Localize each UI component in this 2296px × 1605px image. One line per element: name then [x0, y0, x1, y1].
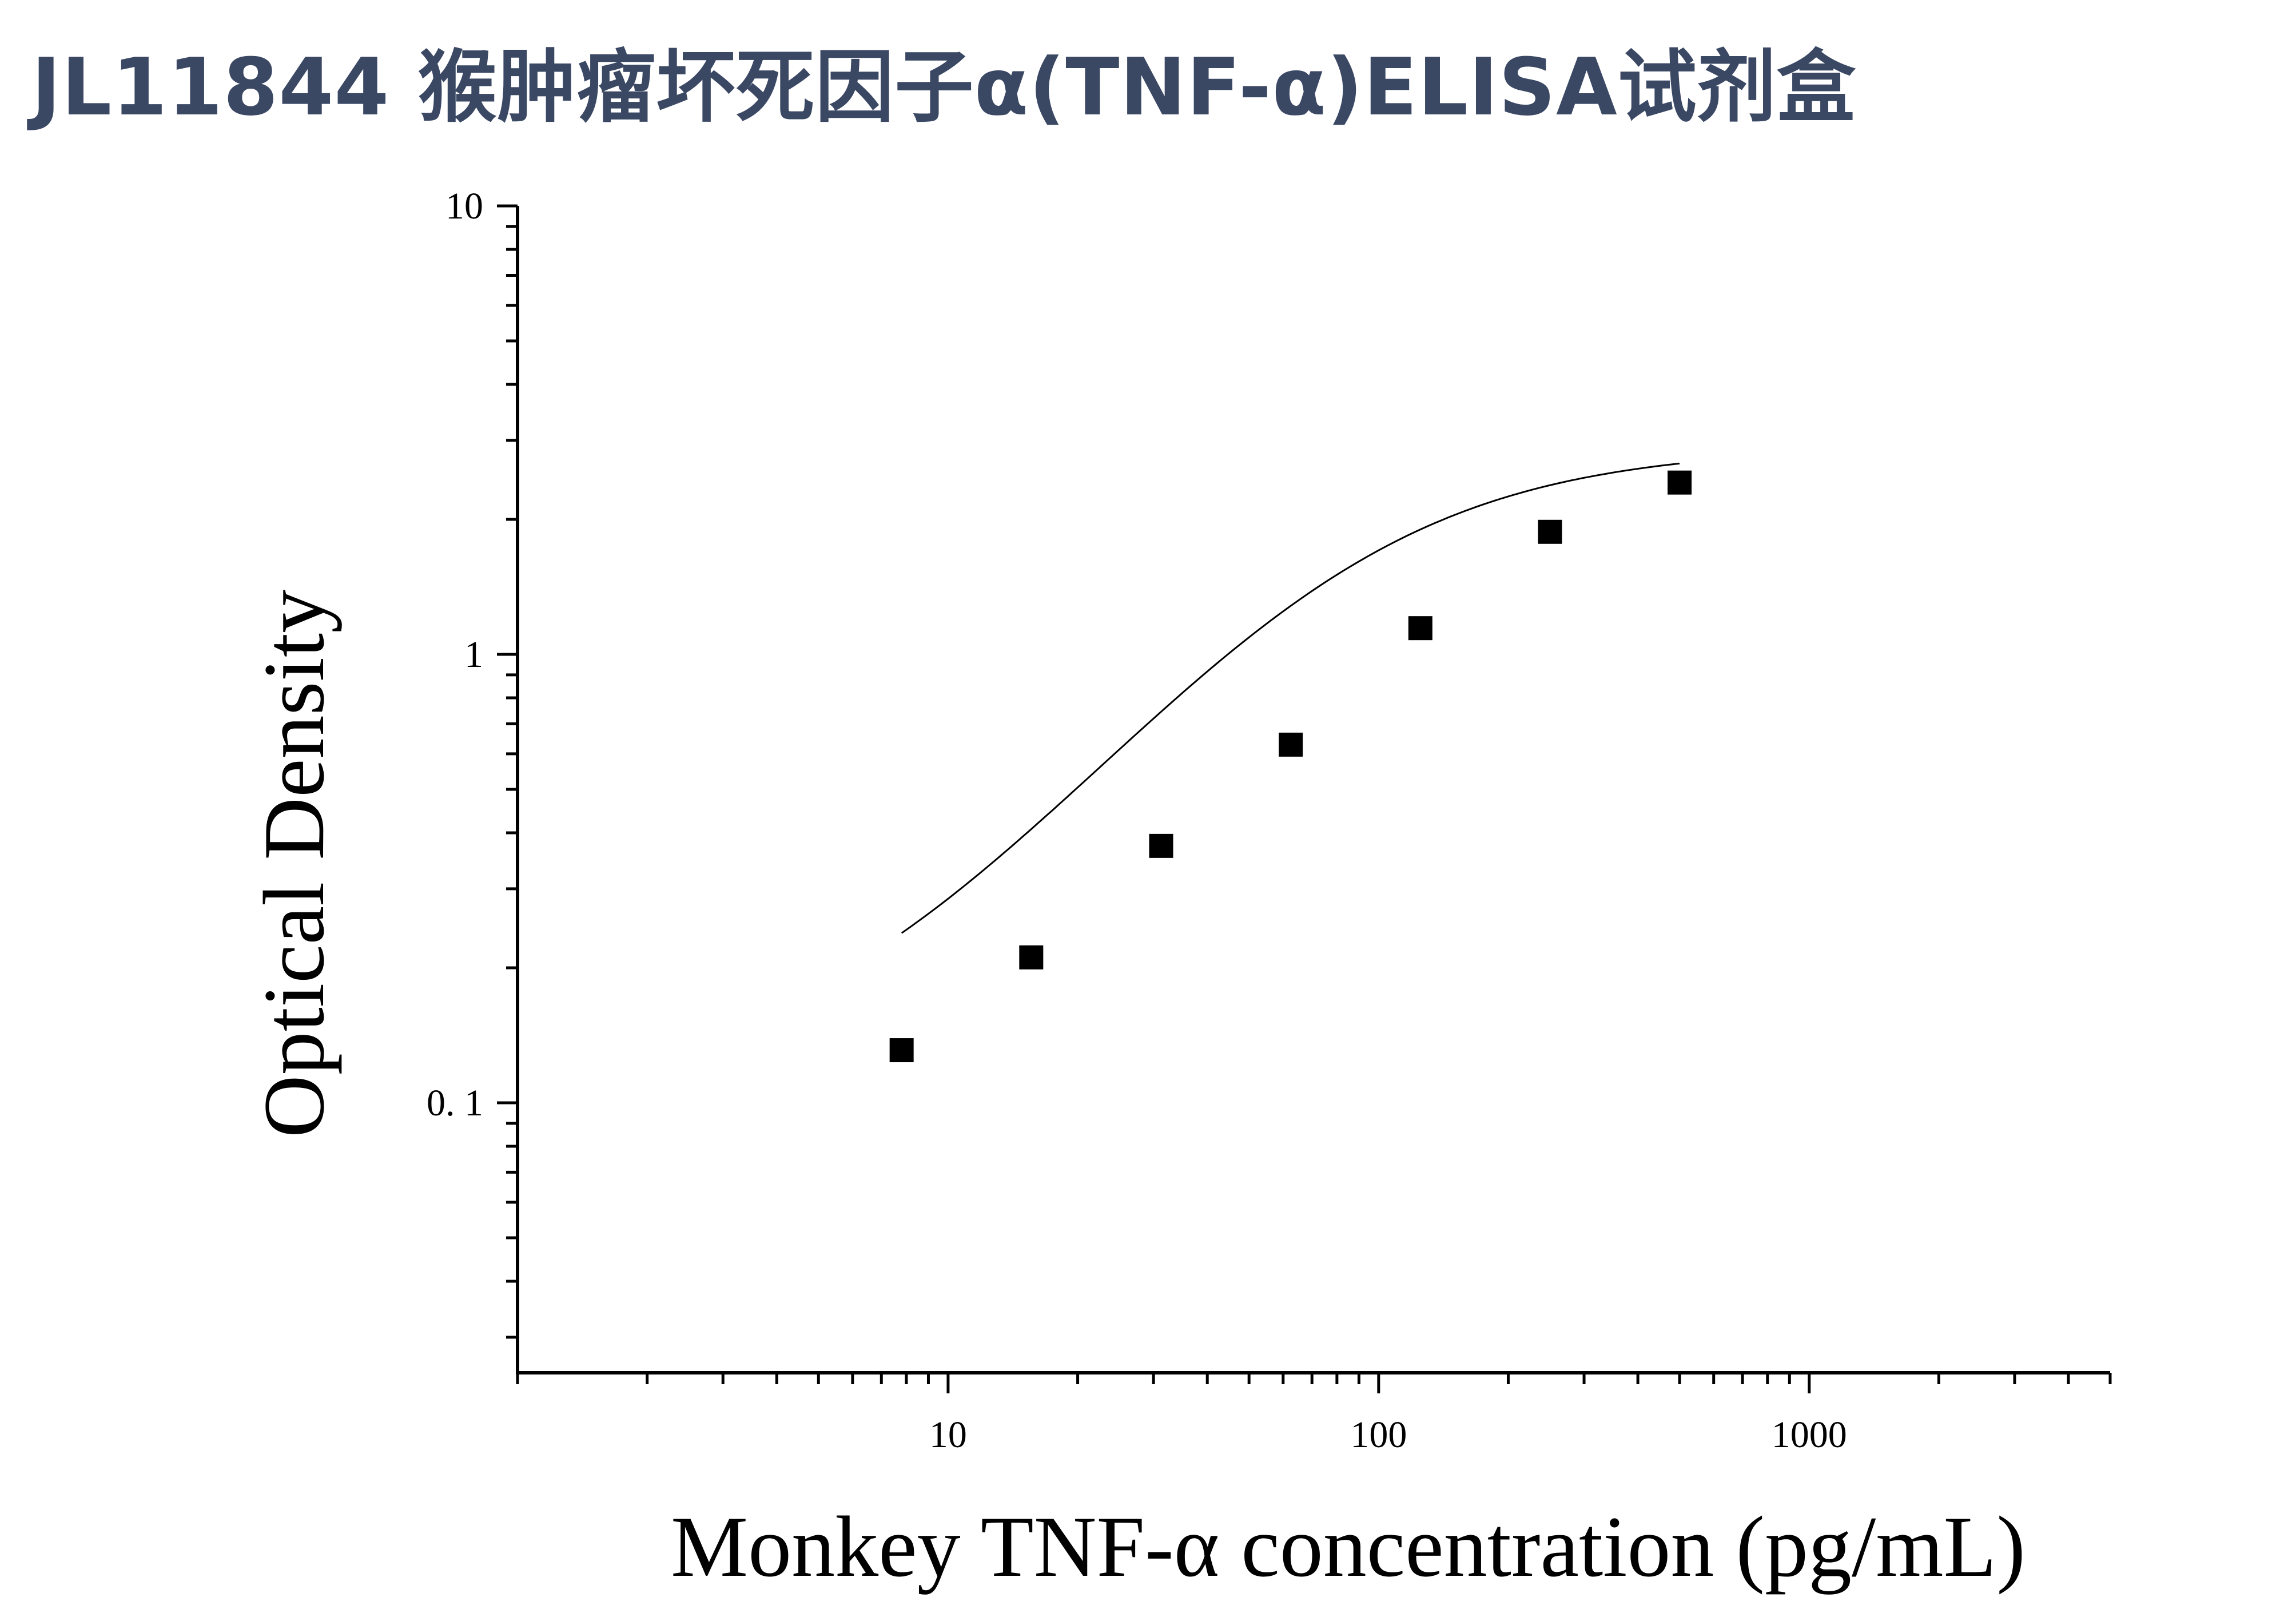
data-points-group	[889, 470, 1692, 1063]
data-point	[1279, 732, 1303, 757]
x-tick-label: 1000	[1772, 1414, 1847, 1456]
axes	[497, 204, 2112, 1393]
x-tick-label: 100	[1350, 1414, 1407, 1456]
fit-curve	[901, 462, 1680, 934]
y-tick-label: 0. 1	[427, 1082, 483, 1124]
fit-curve-group	[901, 462, 1680, 934]
y-axis-title: Optical Density	[246, 590, 342, 1138]
data-point	[889, 1038, 914, 1063]
x-axis-title: Monkey TNF-α concentration (pg/mL)	[671, 1499, 2026, 1595]
data-point	[1538, 519, 1562, 544]
labels-group: 10 100 1000 0. 1 1 10 Monkey TNF-α concentrati…	[246, 185, 2026, 1595]
page-title: JL11844 猴肿瘤坏死因子α(TNF-α)ELISA试剂盒	[31, 41, 1856, 133]
data-point	[1149, 833, 1173, 858]
y-tick-label: 10	[445, 185, 483, 227]
y-tick-label: 1	[464, 634, 483, 676]
data-point	[1019, 945, 1044, 970]
data-point	[1408, 616, 1432, 641]
x-tick-label: 10	[929, 1414, 967, 1456]
data-point	[1668, 470, 1692, 495]
